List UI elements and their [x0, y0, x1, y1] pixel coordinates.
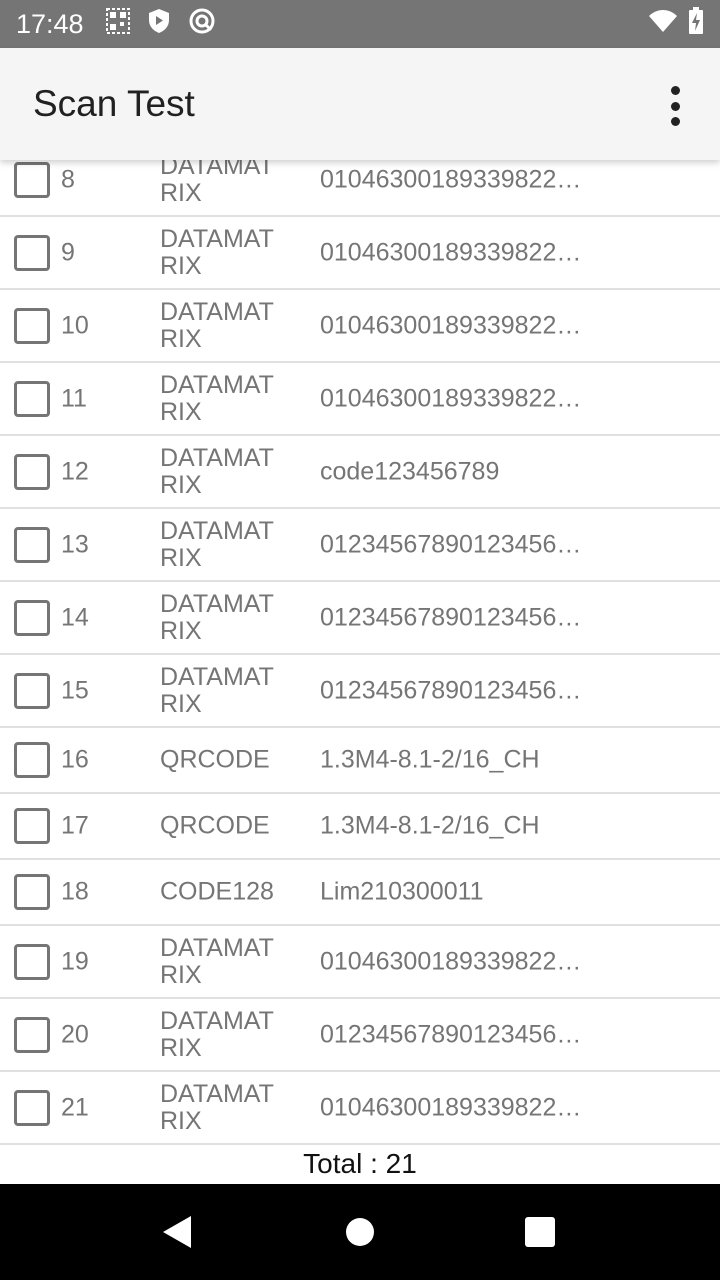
row-type: QRCODE: [160, 811, 270, 840]
row-checkbox[interactable]: [14, 742, 50, 778]
list-item[interactable]: 12 DATAMAT RIX code123456789: [0, 436, 720, 509]
status-bar: 17:48: [0, 0, 720, 48]
row-value: 01046300189339822…: [320, 384, 582, 412]
row-value: 01046300189339822…: [320, 1093, 582, 1121]
row-type: DATAMAT RIX: [160, 297, 274, 353]
row-number: 10: [61, 311, 89, 339]
row-value: Lim210300011: [320, 877, 484, 906]
row-checkbox[interactable]: [14, 874, 50, 910]
total-count: Total : 21: [303, 1148, 417, 1179]
navigation-bar: [0, 1184, 720, 1280]
list-item[interactable]: 8 DATAMAT RIX 01046300189339822…: [0, 160, 720, 217]
row-number: 14: [61, 603, 89, 631]
row-value: 1.3M4-8.1-2/16_CH: [320, 745, 540, 774]
list-item[interactable]: 20 DATAMAT RIX 01234567890123456…: [0, 999, 720, 1072]
list-item[interactable]: 14 DATAMAT RIX 01234567890123456…: [0, 582, 720, 655]
qr-code-icon: [105, 7, 130, 41]
row-number: 20: [61, 1020, 89, 1048]
row-number: 16: [61, 745, 89, 774]
wifi-icon: [648, 9, 678, 40]
row-checkbox[interactable]: [14, 526, 50, 563]
list-item[interactable]: 19 DATAMAT RIX 01046300189339822…: [0, 926, 720, 999]
row-type: DATAMAT RIX: [160, 589, 274, 645]
app-title: Scan Test: [33, 83, 195, 124]
scan-list[interactable]: 8 DATAMAT RIX 01046300189339822… 9 DATAMAT R…: [0, 160, 720, 1145]
more-vert-icon[interactable]: [660, 86, 690, 126]
row-checkbox[interactable]: [14, 599, 50, 636]
row-value: 01046300189339822…: [320, 238, 582, 266]
list-item[interactable]: 15 DATAMAT RIX 01234567890123456…: [0, 655, 720, 728]
row-type: DATAMAT RIX: [160, 662, 274, 718]
row-number: 9: [61, 238, 75, 266]
list-item[interactable]: 13 DATAMAT RIX 01234567890123456…: [0, 509, 720, 582]
row-number: 17: [61, 811, 89, 840]
row-number: 18: [61, 877, 89, 906]
row-number: 13: [61, 530, 89, 558]
recents-icon[interactable]: [525, 1217, 555, 1247]
row-type: DATAMAT RIX: [160, 516, 274, 572]
row-type: DATAMAT RIX: [160, 224, 274, 280]
row-value: 01046300189339822…: [320, 165, 582, 193]
row-type: DATAMAT RIX: [160, 1006, 274, 1062]
list-item[interactable]: 18 CODE128 Lim210300011: [0, 860, 720, 926]
row-value: 01234567890123456…: [320, 530, 582, 558]
row-type: DATAMAT RIX: [160, 160, 274, 207]
at-sign-icon: [188, 7, 216, 42]
row-checkbox[interactable]: [14, 1016, 50, 1053]
list-item[interactable]: 16 QRCODE 1.3M4-8.1-2/16_CH: [0, 728, 720, 794]
row-type: DATAMAT RIX: [160, 443, 274, 499]
list-item[interactable]: 10 DATAMAT RIX 01046300189339822…: [0, 290, 720, 363]
row-value: 01046300189339822…: [320, 311, 582, 339]
row-type: DATAMAT RIX: [160, 1079, 274, 1135]
row-number: 8: [61, 165, 75, 193]
row-number: 21: [61, 1093, 89, 1121]
row-type: CODE128: [160, 877, 274, 906]
row-type: QRCODE: [160, 745, 270, 774]
row-number: 19: [61, 947, 89, 975]
row-checkbox[interactable]: [14, 161, 50, 198]
row-value: code123456789: [320, 457, 500, 485]
row-checkbox[interactable]: [14, 808, 50, 844]
list-item[interactable]: 9 DATAMAT RIX 01046300189339822…: [0, 217, 720, 290]
shield-play-icon: [148, 8, 170, 41]
row-value: 01234567890123456…: [320, 1020, 582, 1048]
row-checkbox[interactable]: [14, 453, 50, 490]
row-number: 12: [61, 457, 89, 485]
row-checkbox[interactable]: [14, 234, 50, 271]
row-number: 11: [61, 384, 87, 412]
app-bar: Scan Test: [0, 48, 720, 160]
row-value: 01234567890123456…: [320, 676, 582, 704]
row-type: DATAMAT RIX: [160, 933, 274, 989]
status-time: 17:48: [16, 8, 84, 39]
row-value: 01046300189339822…: [320, 947, 582, 975]
row-checkbox[interactable]: [14, 380, 50, 417]
row-type: DATAMAT RIX: [160, 370, 274, 426]
row-checkbox[interactable]: [14, 672, 50, 709]
row-number: 15: [61, 676, 89, 704]
list-item[interactable]: 21 DATAMAT RIX 01046300189339822…: [0, 1072, 720, 1145]
row-checkbox[interactable]: [14, 307, 50, 344]
row-value: 1.3M4-8.1-2/16_CH: [320, 811, 540, 840]
back-icon[interactable]: [163, 1216, 191, 1248]
row-checkbox[interactable]: [14, 1089, 50, 1126]
battery-charging-icon: [688, 6, 704, 42]
list-item[interactable]: 11 DATAMAT RIX 01046300189339822…: [0, 363, 720, 436]
home-icon[interactable]: [346, 1218, 374, 1246]
list-item[interactable]: 17 QRCODE 1.3M4-8.1-2/16_CH: [0, 794, 720, 860]
row-checkbox[interactable]: [14, 943, 50, 980]
row-value: 01234567890123456…: [320, 603, 582, 631]
